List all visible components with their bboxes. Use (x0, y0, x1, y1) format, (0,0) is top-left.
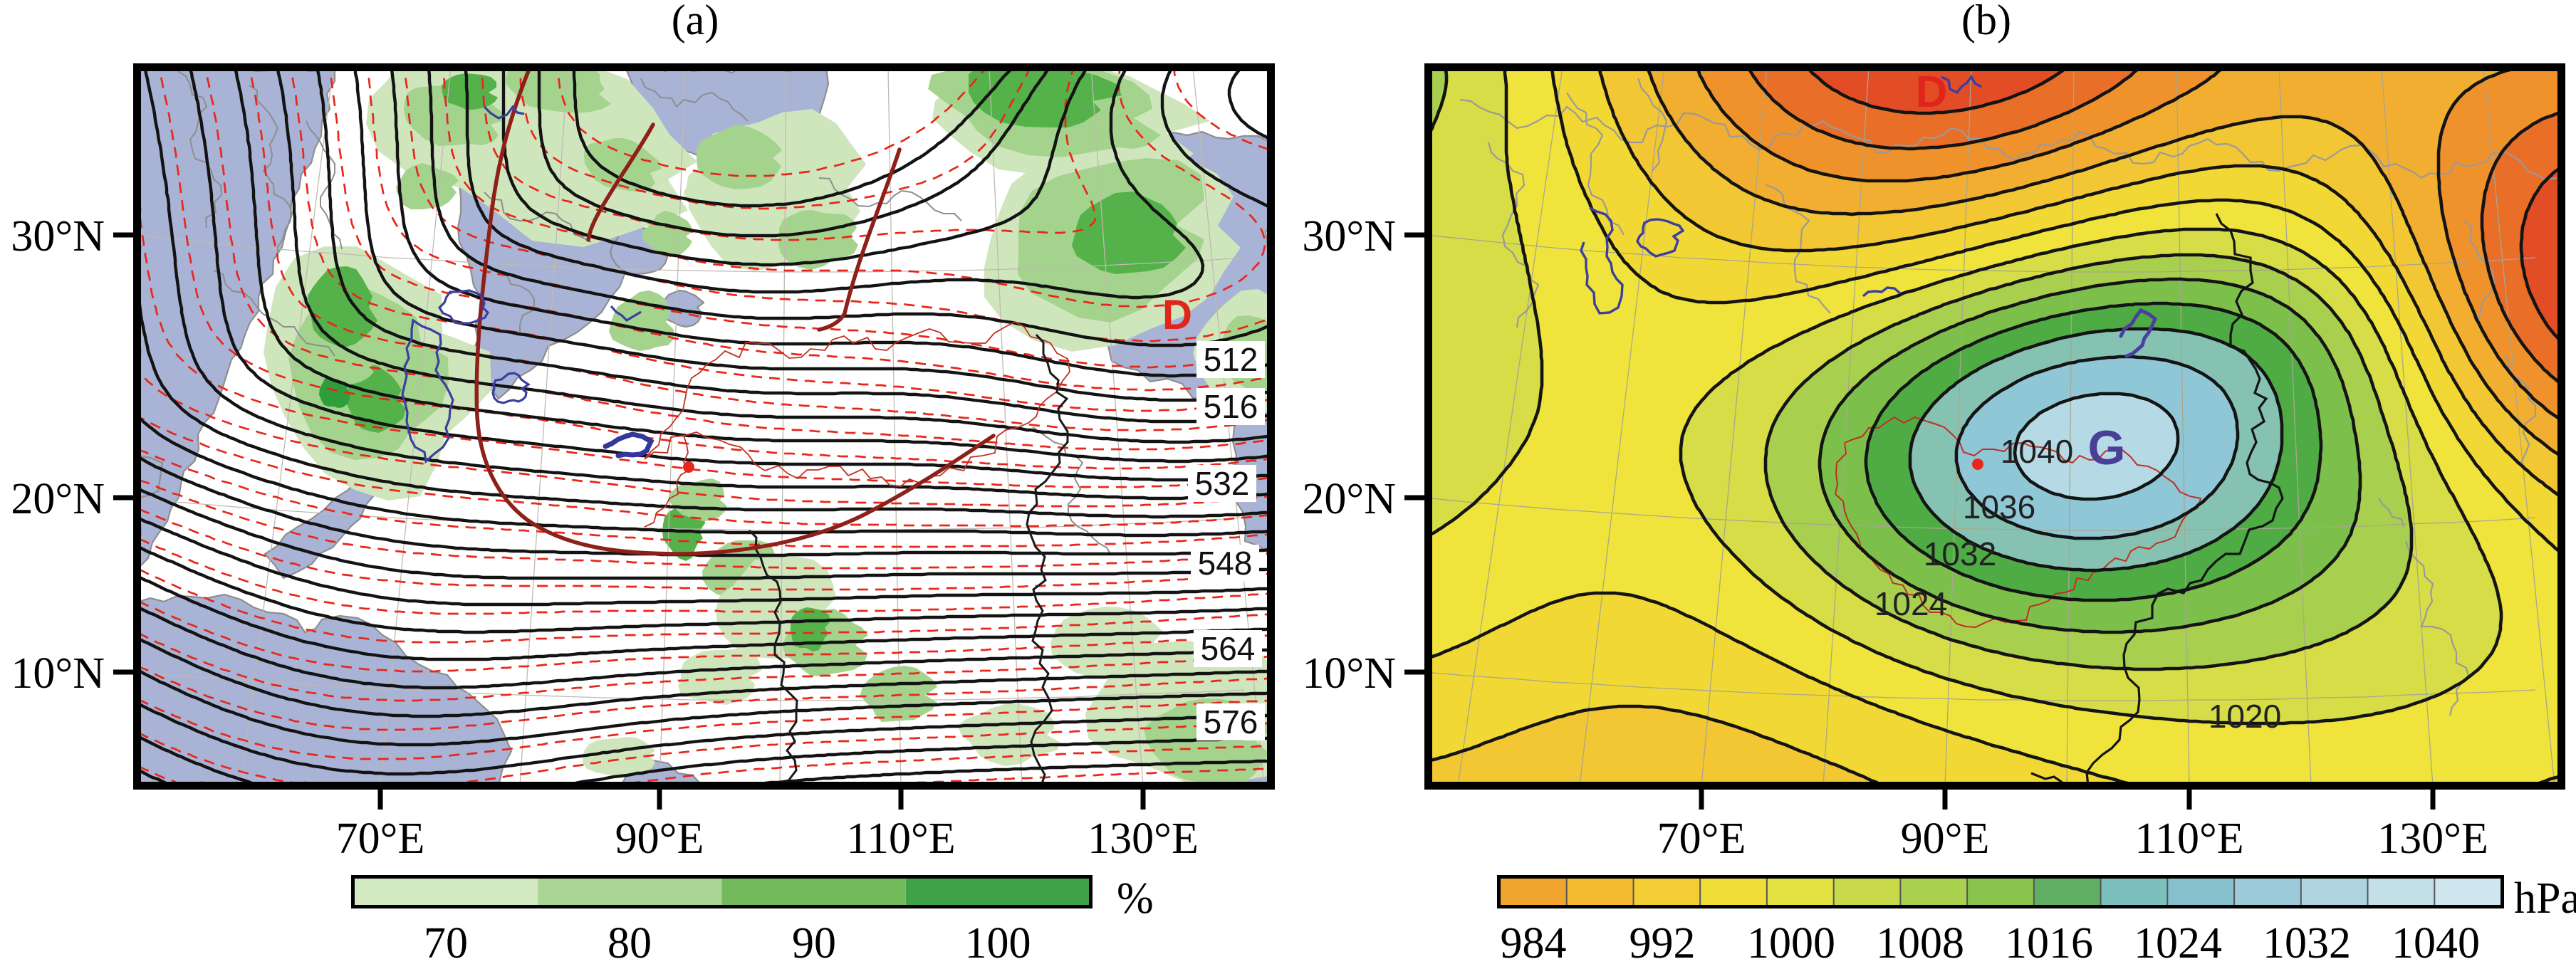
svg-text:70°E: 70°E (336, 815, 425, 863)
svg-text:1036: 1036 (1963, 488, 2035, 525)
svg-text:20°N: 20°N (1302, 475, 1396, 523)
svg-text:110°E: 110°E (2134, 815, 2243, 863)
svg-text:130°E: 130°E (2377, 815, 2488, 863)
svg-text:1040: 1040 (2392, 919, 2480, 965)
svg-text:80: 80 (608, 919, 652, 965)
svg-text:(a): (a) (672, 0, 719, 43)
svg-text:532: 532 (1195, 465, 1250, 502)
svg-text:D: D (1916, 68, 1948, 117)
svg-text:576: 576 (1204, 703, 1258, 740)
svg-text:1024: 1024 (2134, 919, 2222, 965)
svg-text:90: 90 (792, 919, 836, 965)
svg-text:1024: 1024 (1874, 585, 1947, 622)
svg-text:%: % (1117, 874, 1154, 923)
svg-text:70°E: 70°E (1657, 815, 1746, 863)
svg-text:90°E: 90°E (615, 815, 704, 863)
svg-text:992: 992 (1629, 919, 1696, 965)
svg-text:10°N: 10°N (11, 649, 105, 698)
svg-text:100: 100 (965, 919, 1031, 965)
svg-text:D: D (1162, 292, 1192, 338)
svg-text:10°N: 10°N (1302, 649, 1396, 698)
svg-text:1032: 1032 (1924, 535, 1996, 572)
svg-text:1008: 1008 (1876, 919, 1964, 965)
svg-text:(b): (b) (1961, 0, 2011, 43)
svg-text:564: 564 (1201, 630, 1256, 667)
svg-text:G: G (2088, 421, 2126, 475)
svg-text:130°E: 130°E (1088, 815, 1199, 863)
svg-text:90°E: 90°E (1901, 815, 1990, 863)
svg-text:1020: 1020 (2209, 698, 2281, 735)
svg-text:110°E: 110°E (846, 815, 955, 863)
svg-text:hPa: hPa (2514, 874, 2576, 923)
svg-text:1000: 1000 (1747, 919, 1835, 965)
svg-text:548: 548 (1198, 545, 1253, 582)
svg-text:30°N: 30°N (11, 212, 105, 261)
svg-text:30°N: 30°N (1302, 212, 1396, 261)
svg-text:1040: 1040 (2001, 433, 2073, 470)
svg-text:20°N: 20°N (11, 475, 105, 523)
svg-text:984: 984 (1501, 919, 1567, 965)
svg-text:516: 516 (1204, 388, 1258, 425)
svg-text:70: 70 (424, 919, 468, 965)
svg-text:1016: 1016 (2005, 919, 2093, 965)
svg-text:512: 512 (1204, 341, 1258, 378)
svg-text:1032: 1032 (2263, 919, 2351, 965)
